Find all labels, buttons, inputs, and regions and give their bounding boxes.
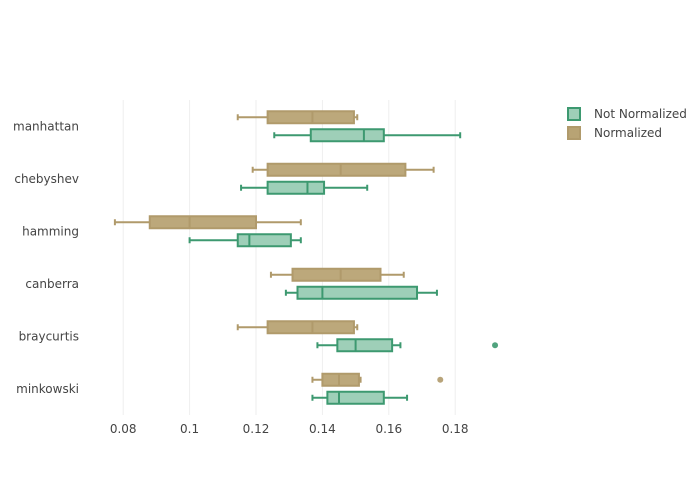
x-tick-label: 0.08 xyxy=(110,422,137,436)
legend-swatch xyxy=(567,126,581,140)
category-label-minkowski: minkowski xyxy=(16,382,79,396)
box-iqr xyxy=(148,215,257,230)
box-iqr xyxy=(266,162,407,177)
outlier-point xyxy=(492,342,499,349)
legend-label: Not Normalized xyxy=(594,107,687,121)
box-iqr xyxy=(336,338,394,353)
box-chebyshev xyxy=(251,162,435,177)
box-iqr xyxy=(291,267,382,282)
legend-item-normalized[interactable]: Normalized xyxy=(567,126,662,140)
box-manhattan xyxy=(273,128,462,143)
box-minkowski xyxy=(311,390,409,405)
box-braycurtis xyxy=(236,320,359,335)
box-iqr xyxy=(236,233,292,248)
box-iqr xyxy=(296,285,419,300)
box-minkowski xyxy=(311,372,444,387)
legend-item-not-normalized[interactable]: Not Normalized xyxy=(567,107,687,121)
x-tick-label: 0.12 xyxy=(243,422,270,436)
box-iqr xyxy=(321,372,360,387)
box-canberra xyxy=(284,285,438,300)
x-axis: 0.08 0.1 0.12 0.14 0.16 0.18 xyxy=(110,422,469,436)
category-label-manhattan: manhattan xyxy=(13,119,79,133)
box-iqr xyxy=(266,110,355,125)
series-normalized xyxy=(113,110,444,387)
legend-label: Normalized xyxy=(594,126,662,140)
box-iqr xyxy=(326,390,385,405)
category-label-braycurtis: braycurtis xyxy=(19,329,79,343)
x-tick-label: 0.16 xyxy=(375,422,402,436)
series-not-normalized xyxy=(188,128,499,405)
box-hamming xyxy=(113,215,302,230)
box-hamming xyxy=(188,233,302,248)
x-tick-label: 0.18 xyxy=(442,422,469,436)
box-braycurtis xyxy=(316,338,499,353)
legend[interactable]: Not Normalized Normalized xyxy=(567,107,687,140)
outlier-point xyxy=(437,376,444,383)
category-label-hamming: hamming xyxy=(22,224,79,238)
box-manhattan xyxy=(236,110,359,125)
category-axis: manhattan chebyshev hamming canberra braycur… xyxy=(13,119,79,396)
box-plot-area xyxy=(113,110,499,405)
x-tick-label: 0.14 xyxy=(309,422,336,436)
box-iqr xyxy=(309,128,385,143)
box-iqr xyxy=(266,320,355,335)
x-tick-label: 0.1 xyxy=(180,422,199,436)
box-chebyshev xyxy=(240,180,369,195)
box-canberra xyxy=(269,267,405,282)
category-label-chebyshev: chebyshev xyxy=(14,172,79,186)
category-label-canberra: canberra xyxy=(25,277,79,291)
box-iqr xyxy=(266,180,326,195)
grid-lines xyxy=(122,100,456,415)
legend-swatch xyxy=(567,107,581,121)
